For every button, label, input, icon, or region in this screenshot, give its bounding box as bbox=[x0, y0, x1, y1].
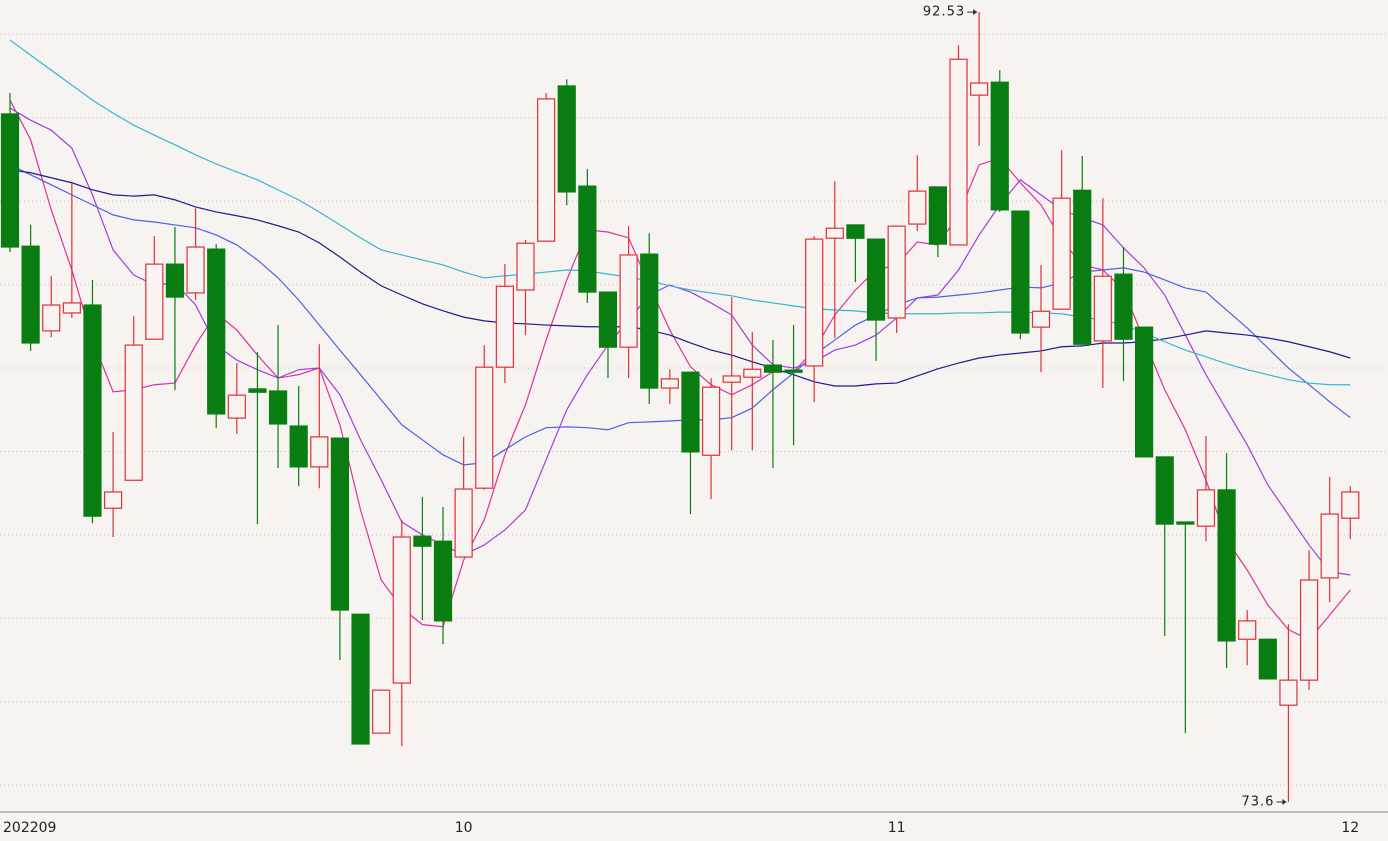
candle-body bbox=[990, 81, 1009, 211]
candle-body bbox=[908, 190, 927, 225]
x-tick-label: 11 bbox=[888, 820, 906, 836]
extreme-arrow-head bbox=[1282, 798, 1287, 805]
candle-body bbox=[495, 285, 514, 368]
moving-average-line bbox=[9, 107, 1351, 576]
candle-body bbox=[433, 540, 453, 622]
candle-body bbox=[1238, 620, 1257, 640]
candle-body bbox=[578, 185, 597, 293]
candle-body bbox=[866, 238, 886, 321]
candle-body bbox=[949, 58, 968, 246]
candle-body bbox=[1196, 489, 1216, 527]
candle-body bbox=[1134, 326, 1154, 458]
candle-body bbox=[1114, 273, 1133, 340]
candle-body bbox=[598, 291, 618, 348]
candle-body bbox=[454, 488, 473, 558]
candle-body bbox=[351, 613, 370, 745]
candle-body bbox=[701, 386, 721, 456]
extreme-price-label: 73.6 bbox=[1241, 794, 1274, 809]
moving-average-line bbox=[9, 169, 1351, 387]
candle-body bbox=[557, 85, 576, 193]
candle-body bbox=[227, 394, 246, 419]
candle-body bbox=[1011, 210, 1030, 334]
candle-body bbox=[846, 224, 865, 239]
candle-body bbox=[165, 263, 185, 298]
candle-body bbox=[537, 98, 556, 242]
moving-average-line bbox=[9, 164, 1351, 466]
candle-body bbox=[413, 535, 432, 547]
candle-body bbox=[928, 186, 948, 245]
candle-body bbox=[1093, 275, 1112, 342]
candle-body bbox=[784, 369, 803, 373]
candle-body bbox=[392, 536, 411, 684]
candle-body bbox=[42, 304, 61, 332]
extreme-price-label: 92.53 bbox=[923, 5, 965, 20]
candle-body bbox=[1031, 310, 1051, 328]
x-tick-label: 12 bbox=[1341, 820, 1359, 836]
candle-body bbox=[743, 368, 762, 378]
candle-body bbox=[1073, 189, 1092, 345]
candle-body bbox=[970, 82, 989, 96]
x-tick-label: 202209 bbox=[3, 820, 56, 836]
candle-body bbox=[186, 246, 205, 294]
candle-body bbox=[475, 366, 494, 489]
candle-body bbox=[289, 425, 308, 468]
candle-body bbox=[1176, 521, 1195, 525]
candle-body bbox=[681, 371, 700, 453]
candle-body bbox=[145, 263, 164, 340]
candle-body bbox=[722, 375, 741, 383]
candle-body bbox=[1258, 638, 1277, 680]
candle-body bbox=[825, 227, 844, 239]
candle-body bbox=[83, 304, 102, 517]
candle-body bbox=[268, 390, 288, 425]
candle-body bbox=[805, 238, 824, 367]
candle-body bbox=[887, 225, 906, 319]
candle-body bbox=[1155, 456, 1174, 525]
candle-body bbox=[1341, 491, 1360, 519]
candle-body bbox=[124, 344, 143, 481]
candle-body bbox=[1299, 579, 1319, 681]
candle-body bbox=[330, 437, 350, 611]
candle-body bbox=[1052, 197, 1071, 310]
candle-body bbox=[1320, 513, 1339, 579]
candle-body bbox=[248, 388, 267, 393]
candle-body bbox=[763, 364, 783, 373]
candle-body bbox=[372, 689, 391, 734]
candle-body bbox=[1279, 679, 1298, 706]
candle-body bbox=[103, 491, 123, 509]
candle-body bbox=[1217, 489, 1236, 642]
candle-body bbox=[21, 245, 40, 344]
candle-body bbox=[310, 436, 329, 468]
extreme-arrow-head bbox=[973, 9, 978, 16]
candle-body bbox=[516, 242, 535, 291]
candle-body bbox=[619, 254, 638, 348]
candle-body bbox=[62, 302, 81, 314]
candle-body bbox=[660, 378, 679, 389]
x-tick-label: 10 bbox=[455, 820, 473, 836]
candle-body bbox=[207, 248, 226, 415]
candle-body bbox=[0, 113, 20, 248]
candle-body bbox=[640, 253, 659, 389]
